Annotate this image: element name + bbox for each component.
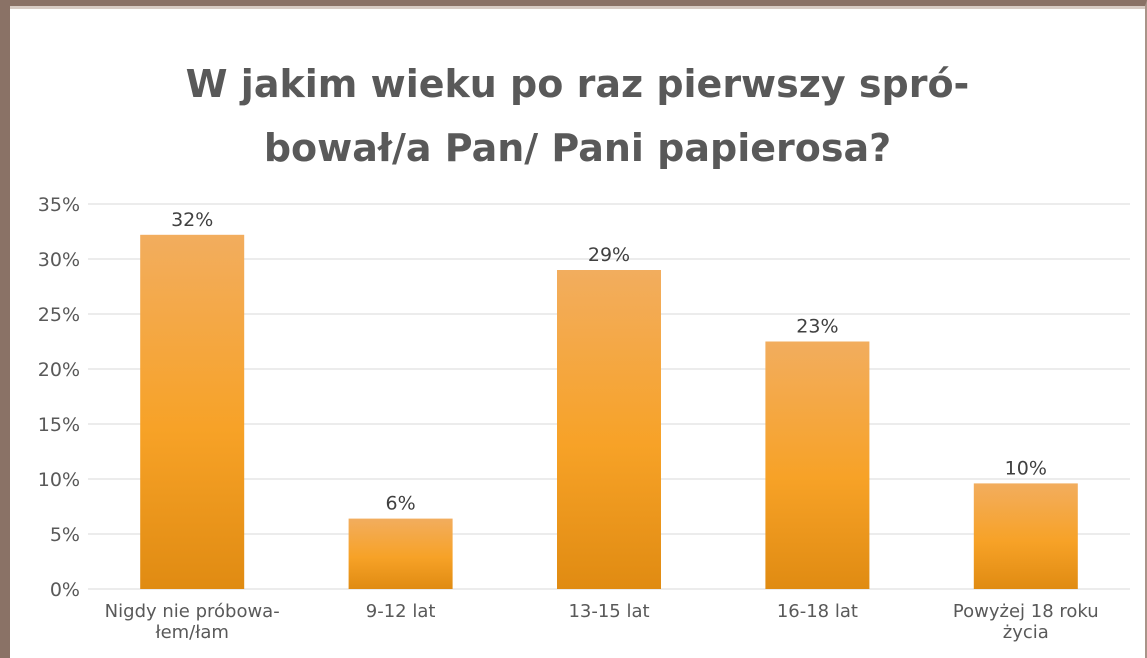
frame-inner-line (10, 6, 1145, 9)
category-label: 13-15 lat (568, 601, 649, 622)
chart-title-line-1: W jakim wieku po raz pierwszy spró- (185, 62, 970, 106)
y-tick-label: 10% (38, 469, 80, 491)
bar (348, 518, 453, 589)
bars (140, 234, 1078, 590)
y-tick-label: 30% (38, 249, 80, 271)
data-label: 29% (588, 244, 630, 266)
y-tick-label: 5% (50, 524, 80, 546)
bar (973, 483, 1078, 589)
category-label: 9-12 lat (366, 601, 436, 622)
category-label: 16-18 lat (777, 601, 858, 622)
category-label: Powyżej 18 roku życia (953, 601, 1099, 643)
category-label: Nigdy nie próbowa-łem/łam (105, 601, 280, 643)
y-tick-label: 25% (38, 304, 80, 326)
data-label: 6% (386, 493, 416, 515)
bar (557, 270, 661, 589)
bar (765, 341, 870, 589)
data-label: 23% (796, 316, 838, 338)
bar (140, 234, 245, 590)
x-axis-categories: Nigdy nie próbowa-łem/łam 9-12 lat 13-15 l… (105, 601, 1099, 643)
y-tick-label: 0% (50, 579, 80, 601)
data-label: 32% (171, 209, 213, 231)
y-axis-ticks: 0% 5% 10% 15% 20% 25% 30% 35% (38, 194, 80, 601)
data-labels: 32% 6% 29% 23% 10% (171, 209, 1047, 515)
chart-title-line-2: bował/a Pan/ Pani papierosa? (263, 126, 892, 170)
data-label: 10% (1005, 457, 1047, 479)
chart-title: W jakim wieku po raz pierwszy spró- bowa… (10, 52, 1145, 180)
y-tick-label: 20% (38, 359, 80, 381)
y-tick-label: 15% (38, 414, 80, 436)
y-tick-label: 35% (38, 194, 80, 216)
